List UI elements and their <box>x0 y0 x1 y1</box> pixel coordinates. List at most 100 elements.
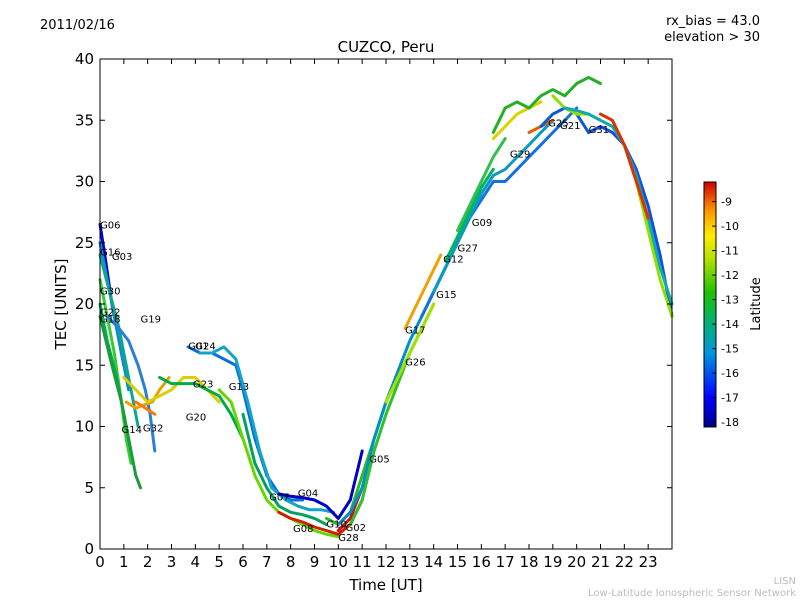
credit-long: Low-Latitude Ionospheric Sensor Network <box>588 588 796 599</box>
colorbar-tick-label: -15 <box>721 343 739 356</box>
x-tick-label: 1 <box>119 553 129 571</box>
satellite-label: G28 <box>338 533 358 544</box>
x-tick-label: 20 <box>567 553 586 571</box>
series-line-g23 <box>158 376 245 441</box>
series-line-g24 <box>198 345 336 514</box>
series-line-unlabeled-33 <box>563 106 674 306</box>
series-line-g26 <box>384 302 436 404</box>
satellite-label: G13 <box>229 382 249 393</box>
x-axis: 0 1 2 3 4 5 6 7 8 9 10 11 12 13 14 15 16 17 18 19 20 21 22 23 <box>95 59 658 571</box>
x-tick-label: 11 <box>353 553 372 571</box>
satellite-label: G17 <box>405 326 425 337</box>
satellite-label: G23 <box>193 380 213 391</box>
x-tick-label: 0 <box>95 553 105 571</box>
series-line-g15 <box>420 106 579 318</box>
y-tick-label: 5 <box>84 479 94 497</box>
series-line-g07 <box>241 412 328 526</box>
satellite-label: G02 <box>346 523 366 534</box>
x-tick-label: 7 <box>262 553 272 571</box>
series-line-g12 <box>432 118 555 294</box>
x-tick-label: 19 <box>543 553 562 571</box>
y-tick-label: 20 <box>75 295 94 313</box>
elevation-label: elevation > 30 <box>664 30 760 45</box>
satellite-label: G16 <box>100 247 120 258</box>
satellite-label: G22 <box>100 307 120 318</box>
series-line-unlabeled-31 <box>491 75 602 134</box>
satellite-label: G32 <box>143 424 163 435</box>
colorbar-tick-label: -13 <box>721 294 739 307</box>
colorbar-tick-label: -18 <box>721 416 739 429</box>
colorbar-tick-label: -11 <box>721 245 739 258</box>
satellite-label: G29 <box>510 149 530 160</box>
series-group <box>98 75 674 539</box>
x-tick-label: 18 <box>519 553 538 571</box>
y-tick-label: 25 <box>75 234 94 252</box>
y-axis: 0 5 10 15 20 25 30 35 40 <box>75 50 672 558</box>
y-axis-label: TEC [UNITS] <box>52 259 70 351</box>
x-tick-label: 23 <box>639 553 658 571</box>
y-tick-label: 40 <box>75 50 94 68</box>
series-line-g08 <box>277 498 364 536</box>
series-line-g14 <box>124 376 171 410</box>
x-tick-label: 14 <box>424 553 443 571</box>
satellite-label: G15 <box>436 290 456 301</box>
satellite-label: G09 <box>472 218 492 229</box>
series-line-g09 <box>456 137 507 232</box>
y-tick-label: 15 <box>75 356 94 374</box>
colorbar-tick-label: -9 <box>721 196 732 209</box>
date-label: 2011/02/16 <box>40 18 115 33</box>
satellite-label: G14 <box>122 425 142 436</box>
x-tick-label: 2 <box>143 553 153 571</box>
series-line-g32 <box>134 400 157 416</box>
colorbar-tick-label: -12 <box>721 269 739 282</box>
series-line-g27 <box>444 167 495 263</box>
satellite-label: G06 <box>100 220 120 231</box>
chart-title: CUZCO, Peru <box>337 38 435 56</box>
x-axis-label: Time [UT] <box>348 576 422 594</box>
x-tick-label: 3 <box>167 553 177 571</box>
satellite-label: G10 <box>326 519 346 530</box>
satellite-label: G08 <box>293 524 313 535</box>
satellite-label: G12 <box>443 255 463 266</box>
satellite-label: G01 <box>188 342 208 353</box>
series-line-g16 <box>98 241 131 392</box>
satellite-label: G21 <box>560 121 580 132</box>
y-tick-label: 35 <box>75 111 94 129</box>
satellite-label: G03 <box>112 252 132 263</box>
satellite-label: G24 <box>195 342 215 353</box>
colorbar-tick-label: -14 <box>721 318 739 331</box>
satellite-label: G04 <box>298 489 318 500</box>
satellite-label: G05 <box>369 454 389 465</box>
credit-short: LISN <box>773 576 796 587</box>
series-line-g13 <box>217 388 340 539</box>
x-tick-label: 5 <box>214 553 224 571</box>
y-tick-label: 10 <box>75 418 94 436</box>
satellite-label: G07 <box>269 492 289 503</box>
colorbar-label: Latitude <box>749 277 764 331</box>
series-line-g04 <box>277 449 364 520</box>
colorbar-tick-label: -10 <box>721 220 739 233</box>
x-tick-label: 8 <box>286 553 296 571</box>
satellite-label: G31 <box>589 125 609 136</box>
series-line-g31 <box>587 124 674 318</box>
x-tick-label: 16 <box>472 553 491 571</box>
y-tick-label: 30 <box>75 173 94 191</box>
x-tick-label: 15 <box>448 553 467 571</box>
x-tick-label: 17 <box>496 553 515 571</box>
satellite-label: G26 <box>405 358 425 369</box>
satellite-label: G18 <box>100 315 120 326</box>
satellite-label: G30 <box>100 287 120 298</box>
x-tick-label: 12 <box>376 553 395 571</box>
series-line-g17 <box>403 253 443 330</box>
colorbar-ticks: -9 -10 -11 -12 -13 -14 -15 -16 -17 -18 <box>712 196 739 429</box>
x-tick-label: 10 <box>329 553 348 571</box>
x-tick-label: 13 <box>400 553 419 571</box>
x-tick-label: 22 <box>615 553 634 571</box>
colorbar <box>703 181 717 428</box>
x-tick-label: 9 <box>310 553 320 571</box>
series-line-g20 <box>122 376 221 404</box>
x-tick-label: 4 <box>191 553 201 571</box>
colorbar-tick-label: -17 <box>721 392 739 405</box>
